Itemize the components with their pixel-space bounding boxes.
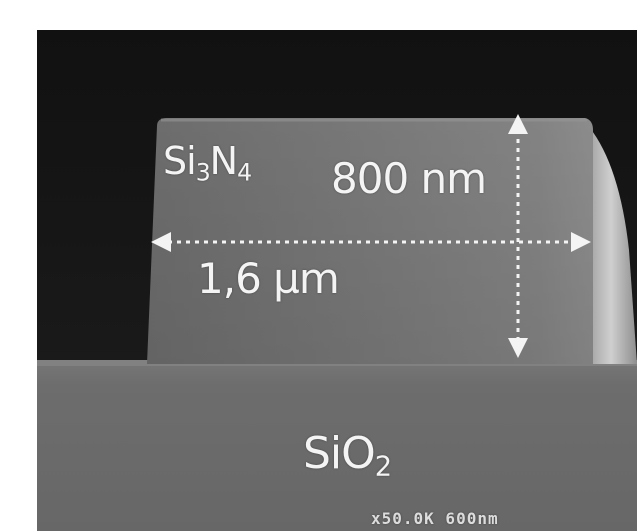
scale-bar-label: x50.0K 600nm [371,509,499,528]
sem-micrograph [37,30,637,531]
height-label: 800 nm [331,154,487,203]
material-label: Si3N4 [163,139,252,187]
substrate-region [37,360,637,531]
waveguide-sidewall [585,122,637,364]
width-arrow-left [151,232,171,252]
sem-image: Si3N4 800 nm 1,6 µm SiO2 x50.0K 600nm [37,30,637,531]
substrate-label: SiO2 [303,428,392,483]
width-label: 1,6 µm [197,254,340,303]
height-arrow-top [508,114,528,134]
height-arrow-bottom [508,338,528,358]
width-arrow-right [571,232,591,252]
